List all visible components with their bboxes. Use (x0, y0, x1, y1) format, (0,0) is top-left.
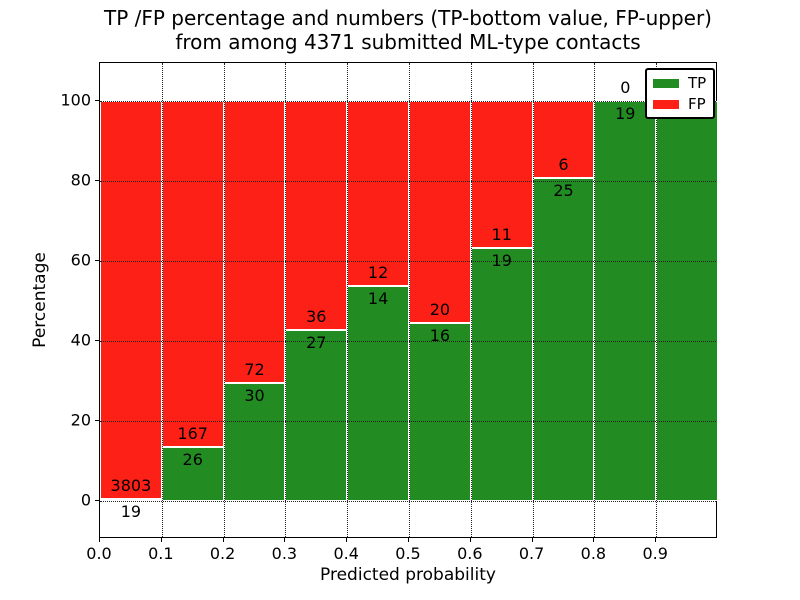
x-tick-label: 0.0 (86, 544, 112, 563)
x-tick-label: 0.5 (395, 544, 421, 563)
tp-bar (409, 323, 471, 501)
chart-title-line1: TP /FP percentage and numbers (TP-bottom… (104, 6, 712, 30)
x-tick-label: 0.2 (209, 544, 236, 563)
fp-count-label: 12 (367, 262, 389, 282)
v-gridline (532, 63, 534, 537)
tp-count-label: 19 (615, 104, 636, 123)
y-tick-label: 100 (60, 90, 91, 110)
tp-count-label: 27 (306, 332, 327, 352)
legend: TP FP (645, 68, 715, 119)
v-gridline (161, 63, 163, 537)
x-tick (346, 538, 348, 542)
x-tick (99, 538, 100, 542)
y-tick-label: 0 (80, 490, 91, 510)
tp-legend-swatch (653, 78, 679, 88)
y-tick (95, 260, 99, 261)
y-tick (95, 100, 99, 101)
fp-legend-swatch (653, 99, 679, 109)
x-tick-label: 0.1 (148, 544, 174, 563)
tp-bar (470, 247, 533, 501)
plot-area: TP FP 3803 19 167 26 72 30 36 27 12 14 20 16 11 19 6 25 0… (99, 62, 718, 538)
y-tick-label: 40 (70, 330, 91, 350)
fp-bar (100, 101, 162, 499)
tp-bar (100, 499, 162, 501)
x-tick (593, 538, 595, 542)
fp-count-label: 0 (620, 78, 631, 97)
h-gridline (100, 341, 716, 342)
h-gridline (100, 181, 716, 182)
chart-title: TP /FP percentage and numbers (TP-bottom… (99, 6, 717, 54)
tp-bar (594, 101, 657, 501)
v-gridline (656, 63, 658, 537)
fp-bar (347, 101, 409, 286)
tp-count-label: 30 (244, 386, 265, 406)
x-tick (284, 538, 286, 542)
x-tick-label: 0.7 (518, 544, 545, 563)
h-gridline (100, 501, 716, 502)
v-gridline (223, 63, 225, 537)
fp-count-label: 167 (177, 424, 208, 444)
h-gridline (100, 261, 716, 262)
x-tick (160, 538, 162, 542)
v-gridline (347, 63, 349, 537)
v-gridline (285, 63, 287, 537)
fp-count-label: 11 (491, 224, 512, 244)
tp-bar (161, 447, 224, 501)
y-tick (95, 420, 99, 421)
x-tick-label: 0.9 (642, 544, 668, 563)
x-tick (408, 538, 409, 542)
tp-count-label: 26 (182, 450, 203, 470)
v-gridline (470, 63, 472, 537)
x-tick-label: 0.4 (333, 544, 359, 563)
tp-legend-label: TP (688, 74, 707, 92)
y-tick-label: 20 (70, 410, 91, 430)
x-axis-label: Predicted probability (320, 565, 496, 585)
tp-bar (285, 329, 348, 501)
v-gridline (409, 63, 410, 537)
y-tick-label: 80 (70, 170, 91, 190)
x-tick (222, 538, 224, 542)
fp-bar (409, 101, 471, 324)
tp-bar (347, 285, 409, 501)
tp-count-label: 19 (120, 502, 142, 521)
x-tick (531, 538, 533, 542)
tp-count-label: 19 (491, 250, 512, 270)
fp-count-label: 3803 (110, 476, 152, 496)
x-tick (655, 538, 657, 542)
chart-title-line2: from among 4371 submitted ML-type contac… (175, 30, 641, 54)
tp-bar (223, 383, 286, 501)
fp-bar (470, 101, 533, 248)
tp-count-label: 16 (429, 326, 451, 346)
fp-bar (161, 101, 224, 448)
fp-bar (285, 101, 348, 330)
legend-row: FP (653, 95, 707, 113)
tp-count-label: 25 (553, 181, 574, 201)
x-tick-label: 0.6 (457, 544, 483, 563)
h-gridline (100, 101, 716, 102)
x-tick (469, 538, 471, 542)
fp-count-label: 72 (244, 360, 265, 380)
x-tick-label: 0.8 (580, 544, 607, 563)
tp-bar (656, 101, 718, 501)
y-tick (95, 340, 99, 341)
fp-count-label: 20 (429, 300, 451, 320)
x-tick-label: 0.3 (271, 544, 298, 563)
h-gridline (100, 421, 716, 422)
y-tick (95, 500, 99, 501)
v-gridline (594, 63, 596, 537)
y-tick-label: 60 (70, 250, 91, 270)
fp-legend-label: FP (688, 95, 706, 113)
tp-count-label: 14 (367, 288, 389, 308)
tp-bar (532, 178, 595, 501)
y-tick (95, 180, 99, 181)
fp-count-label: 36 (306, 306, 327, 326)
legend-row: TP (653, 74, 707, 92)
fp-count-label: 6 (558, 155, 569, 175)
